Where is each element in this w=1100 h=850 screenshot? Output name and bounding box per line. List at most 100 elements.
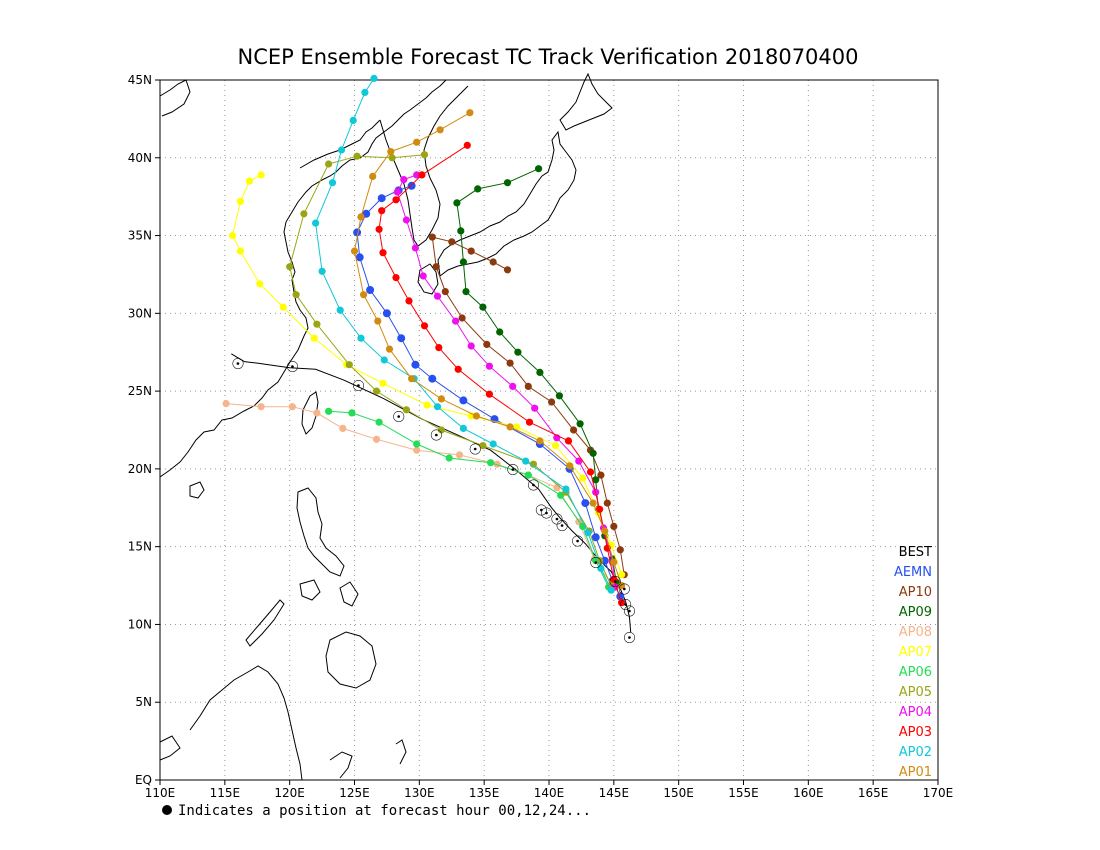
coastline-japan bbox=[437, 130, 577, 277]
track-point-ap10 bbox=[548, 398, 556, 406]
coastline-china bbox=[159, 79, 447, 478]
track-point-ap07 bbox=[310, 334, 318, 342]
track-point-ap01 bbox=[466, 109, 474, 117]
track-point-ap10 bbox=[597, 471, 605, 479]
track-point-ap07 bbox=[236, 247, 244, 255]
legend-item-ap08: AP08 bbox=[899, 625, 932, 640]
track-point-ap04 bbox=[575, 457, 583, 465]
x-tick-label: 165E bbox=[858, 786, 889, 800]
track-point-ap09 bbox=[457, 227, 465, 235]
track-point-ap01 bbox=[472, 412, 480, 420]
track-point-ap03 bbox=[378, 207, 386, 215]
track-point-ap05 bbox=[529, 460, 538, 468]
coastline-mindanao bbox=[325, 631, 377, 689]
track-point-ap02 bbox=[522, 457, 530, 465]
track-point-ap10 bbox=[570, 426, 578, 434]
track-line-ap10 bbox=[431, 236, 625, 575]
track-point-ap05 bbox=[353, 152, 361, 160]
track-line-ap07 bbox=[232, 174, 623, 575]
track-point-ap02 bbox=[312, 219, 320, 227]
track-point-ap01 bbox=[610, 558, 618, 566]
track-point-ap10 bbox=[524, 382, 532, 390]
track-point-ap04 bbox=[452, 317, 460, 325]
storm-symbol-icon: ☉ bbox=[623, 629, 636, 647]
track-point-ap08 bbox=[288, 403, 296, 411]
track-line-best bbox=[231, 353, 632, 633]
storm-symbol-icon: ☉ bbox=[540, 504, 553, 522]
track-point-ap03 bbox=[379, 249, 387, 257]
track-point-ap03 bbox=[564, 437, 573, 445]
legend-item-ap02: AP02 bbox=[899, 745, 932, 760]
track-point-ap10 bbox=[467, 247, 475, 255]
track-point-ap02 bbox=[433, 403, 442, 411]
track-point-ap05 bbox=[313, 320, 321, 328]
track-point-ap06 bbox=[579, 522, 587, 531]
track-point-ap10 bbox=[489, 258, 497, 266]
y-tick-label: 5N bbox=[135, 695, 152, 709]
legend-item-ap06: AP06 bbox=[899, 665, 932, 680]
grid-lines bbox=[160, 80, 938, 780]
coastline-taiwan bbox=[301, 391, 319, 435]
track-point-ap03 bbox=[485, 390, 493, 398]
track-point-ap04 bbox=[413, 171, 421, 179]
track-point-ap06 bbox=[348, 409, 356, 417]
track-point-ap02 bbox=[597, 564, 605, 573]
track-point-ap09 bbox=[496, 328, 504, 336]
track-point-ap09 bbox=[592, 476, 600, 484]
track-point-ap01 bbox=[536, 437, 544, 445]
x-tick-label: 135E bbox=[469, 786, 500, 800]
x-tick-label: 130E bbox=[404, 786, 435, 800]
track-point-aemn bbox=[397, 334, 406, 343]
track-point-ap09 bbox=[555, 392, 564, 400]
track-point-ap06 bbox=[375, 418, 383, 426]
track-point-ap02 bbox=[380, 356, 388, 364]
track-point-ap08 bbox=[413, 446, 421, 454]
y-tick-label: EQ bbox=[135, 773, 152, 787]
axis-ticks: 110E 115E 120E 125E 130E 135E 140E 145E 150E 155E… bbox=[128, 73, 954, 800]
y-tick-label: 35N bbox=[128, 229, 152, 243]
x-tick-label: 170E bbox=[923, 786, 954, 800]
x-tick-label: 145E bbox=[599, 786, 630, 800]
track-point-ap07 bbox=[256, 280, 264, 288]
storm-symbol-icon: ☉ bbox=[506, 461, 519, 479]
track-point-ap02 bbox=[328, 179, 337, 187]
track-point-ap03 bbox=[375, 225, 383, 233]
track-point-aemn bbox=[428, 374, 437, 383]
track-point-ap04 bbox=[411, 244, 419, 252]
track-point-ap10 bbox=[432, 263, 440, 271]
coastline-halmahera bbox=[395, 739, 407, 765]
storm-symbol-icon: ☉ bbox=[617, 581, 630, 599]
track-point-ap03 bbox=[463, 141, 471, 149]
track-point-ap01 bbox=[506, 423, 514, 431]
storm-symbol-icon: ☉ bbox=[623, 602, 636, 620]
track-point-ap04 bbox=[467, 342, 475, 350]
track-point-ap09 bbox=[453, 199, 461, 207]
x-tick-label: 155E bbox=[728, 786, 759, 800]
coastlines bbox=[159, 72, 613, 781]
legend-item-ap10: AP10 bbox=[899, 585, 932, 600]
storm-symbol-icon: ☉ bbox=[468, 441, 481, 459]
legend-item-ap01: AP01 bbox=[899, 765, 932, 780]
track-point-ap07 bbox=[579, 474, 587, 482]
legend-item-ap07: AP07 bbox=[899, 645, 932, 660]
track-point-ap05 bbox=[345, 361, 353, 369]
track-point-ap08 bbox=[372, 435, 381, 443]
track-point-aemn bbox=[355, 253, 364, 262]
track-point-ap02 bbox=[349, 116, 357, 124]
track-point-ap02 bbox=[370, 74, 378, 82]
track-point-ap06 bbox=[325, 407, 333, 415]
legend-item-best: BEST bbox=[899, 545, 932, 560]
storm-symbol-icon: ☉ bbox=[608, 573, 621, 591]
track-point-aemn bbox=[459, 396, 468, 405]
track-point-ap09 bbox=[514, 348, 522, 356]
track-point-ap09 bbox=[479, 303, 487, 311]
track-point-ap01 bbox=[618, 582, 626, 590]
storm-symbol-icon: ☉ bbox=[534, 501, 547, 519]
track-point-ap05 bbox=[372, 387, 381, 395]
storm-symbol-icon: ☉ bbox=[589, 554, 602, 572]
track-point-ap03 bbox=[392, 274, 400, 282]
track-point-ap10 bbox=[616, 546, 624, 554]
track-point-ap07 bbox=[236, 197, 244, 205]
y-tick-label: 20N bbox=[128, 462, 152, 476]
track-point-ap02 bbox=[489, 440, 497, 448]
